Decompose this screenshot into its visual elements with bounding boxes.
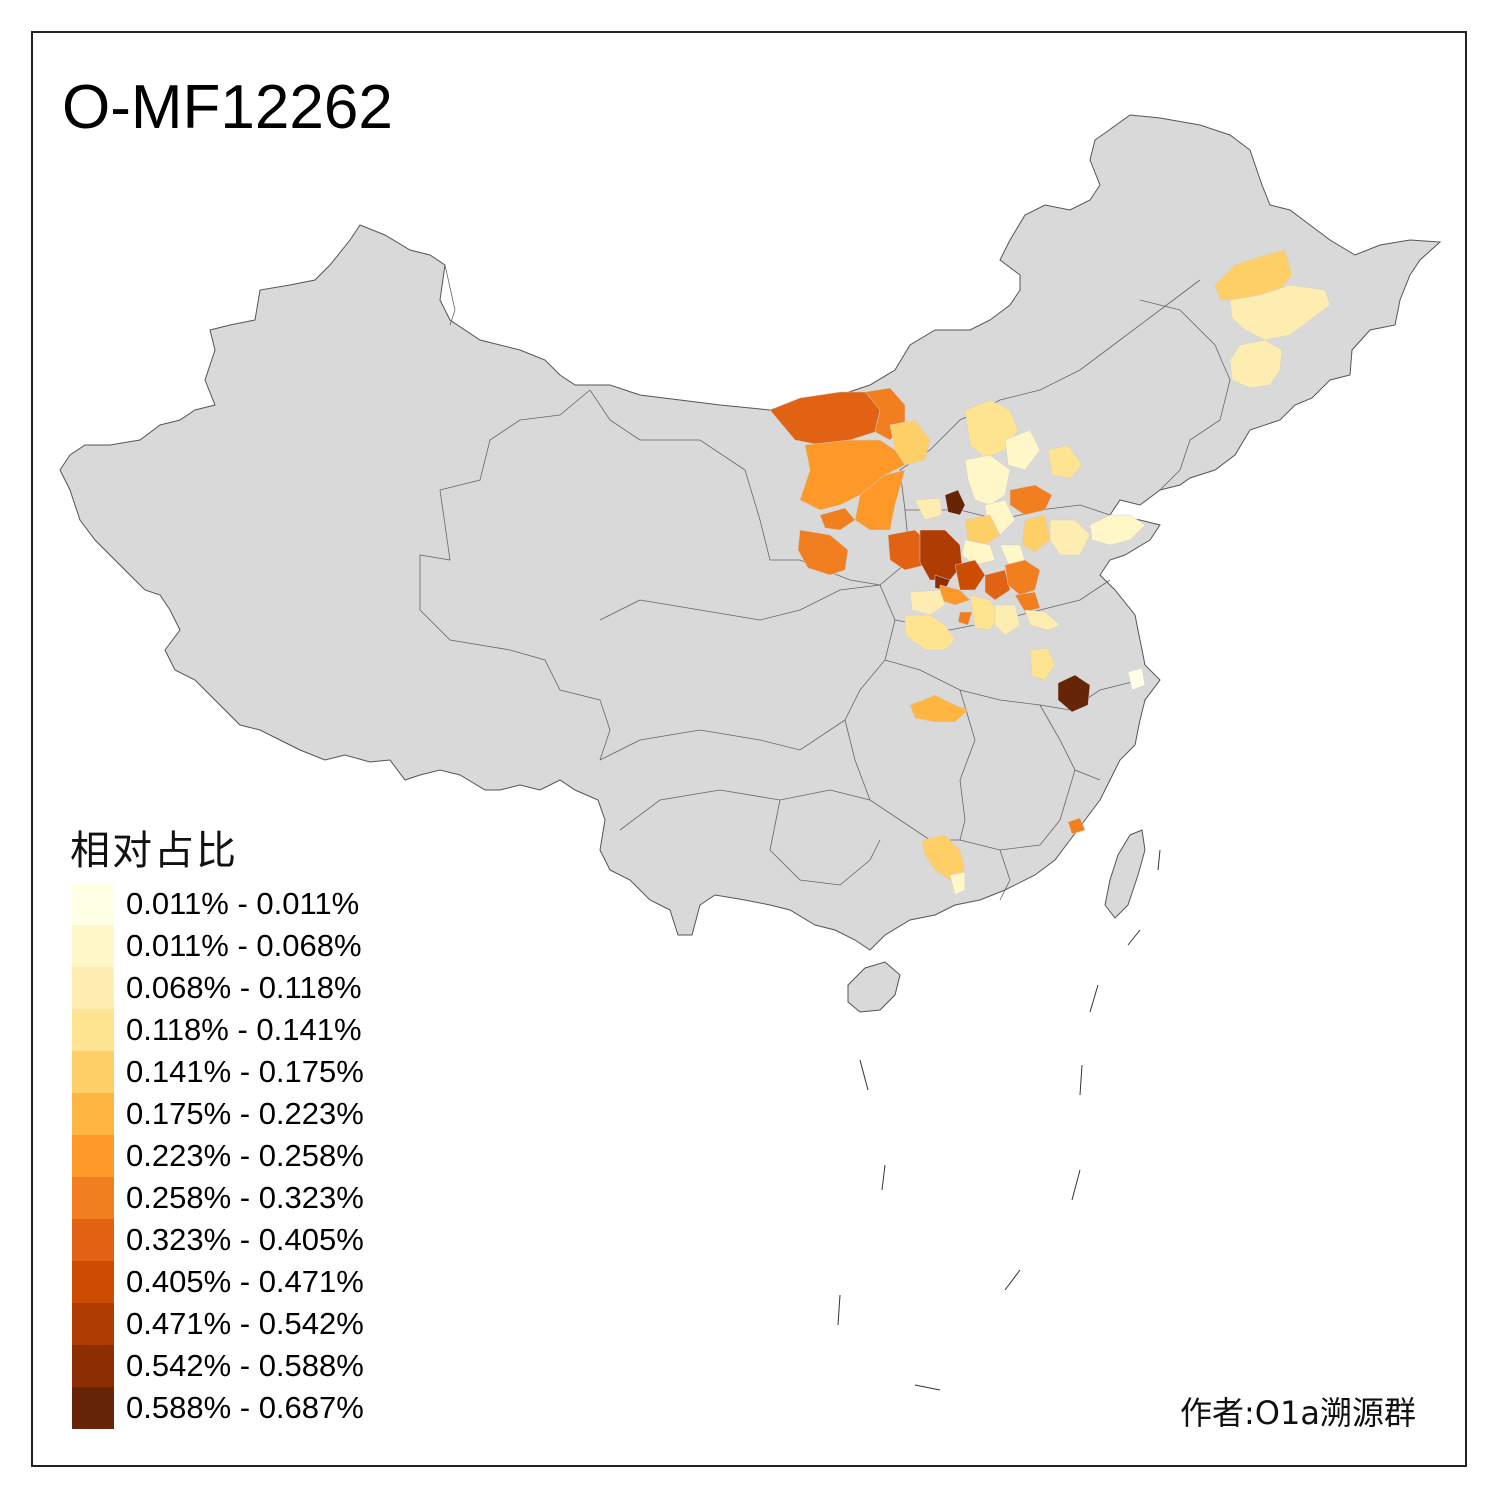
legend-swatch [72, 967, 114, 1009]
legend-label: 0.588% - 0.687% [126, 1390, 364, 1425]
legend-swatch [72, 883, 114, 925]
legend-label: 0.011% - 0.011% [126, 886, 360, 921]
legend-swatch [72, 1051, 114, 1093]
legend-swatch [72, 1177, 114, 1219]
legend-swatch [72, 1009, 114, 1051]
legend-label: 0.118% - 0.141% [126, 1012, 362, 1047]
legend-title: 相对占比 [70, 828, 238, 874]
map-frame [31, 31, 1467, 1467]
map-title: O-MF12262 [62, 73, 393, 142]
legend-label: 0.405% - 0.471% [126, 1264, 364, 1299]
legend-label: 0.323% - 0.405% [126, 1222, 364, 1257]
china-mainland [59, 114, 1442, 951]
legend-swatch [72, 925, 114, 967]
legend-label: 0.223% - 0.258% [126, 1138, 364, 1173]
legend-label: 0.068% - 0.118% [126, 970, 362, 1005]
legend-label: 0.175% - 0.223% [126, 1096, 364, 1131]
legend-label: 0.471% - 0.542% [126, 1306, 364, 1341]
choropleth-regions [769, 249, 1331, 896]
legend-swatch [72, 1387, 114, 1429]
south-china-sea-lines [837, 849, 1161, 1391]
legend-label: 0.258% - 0.323% [126, 1180, 364, 1215]
legend-label: 0.011% - 0.068% [126, 928, 362, 963]
hainan-island [847, 961, 901, 1013]
legend-swatch [72, 1261, 114, 1303]
legend-label: 0.542% - 0.588% [126, 1348, 364, 1383]
legend-swatch [72, 1093, 114, 1135]
legend-swatch [72, 1303, 114, 1345]
legend-swatch [72, 1219, 114, 1261]
legend-swatch [72, 1135, 114, 1177]
author-credit: 作者:O1a溯源群 [1180, 1394, 1416, 1432]
legend-swatch [72, 1345, 114, 1387]
legend-label: 0.141% - 0.175% [126, 1054, 364, 1089]
taiwan-island [1104, 829, 1146, 919]
